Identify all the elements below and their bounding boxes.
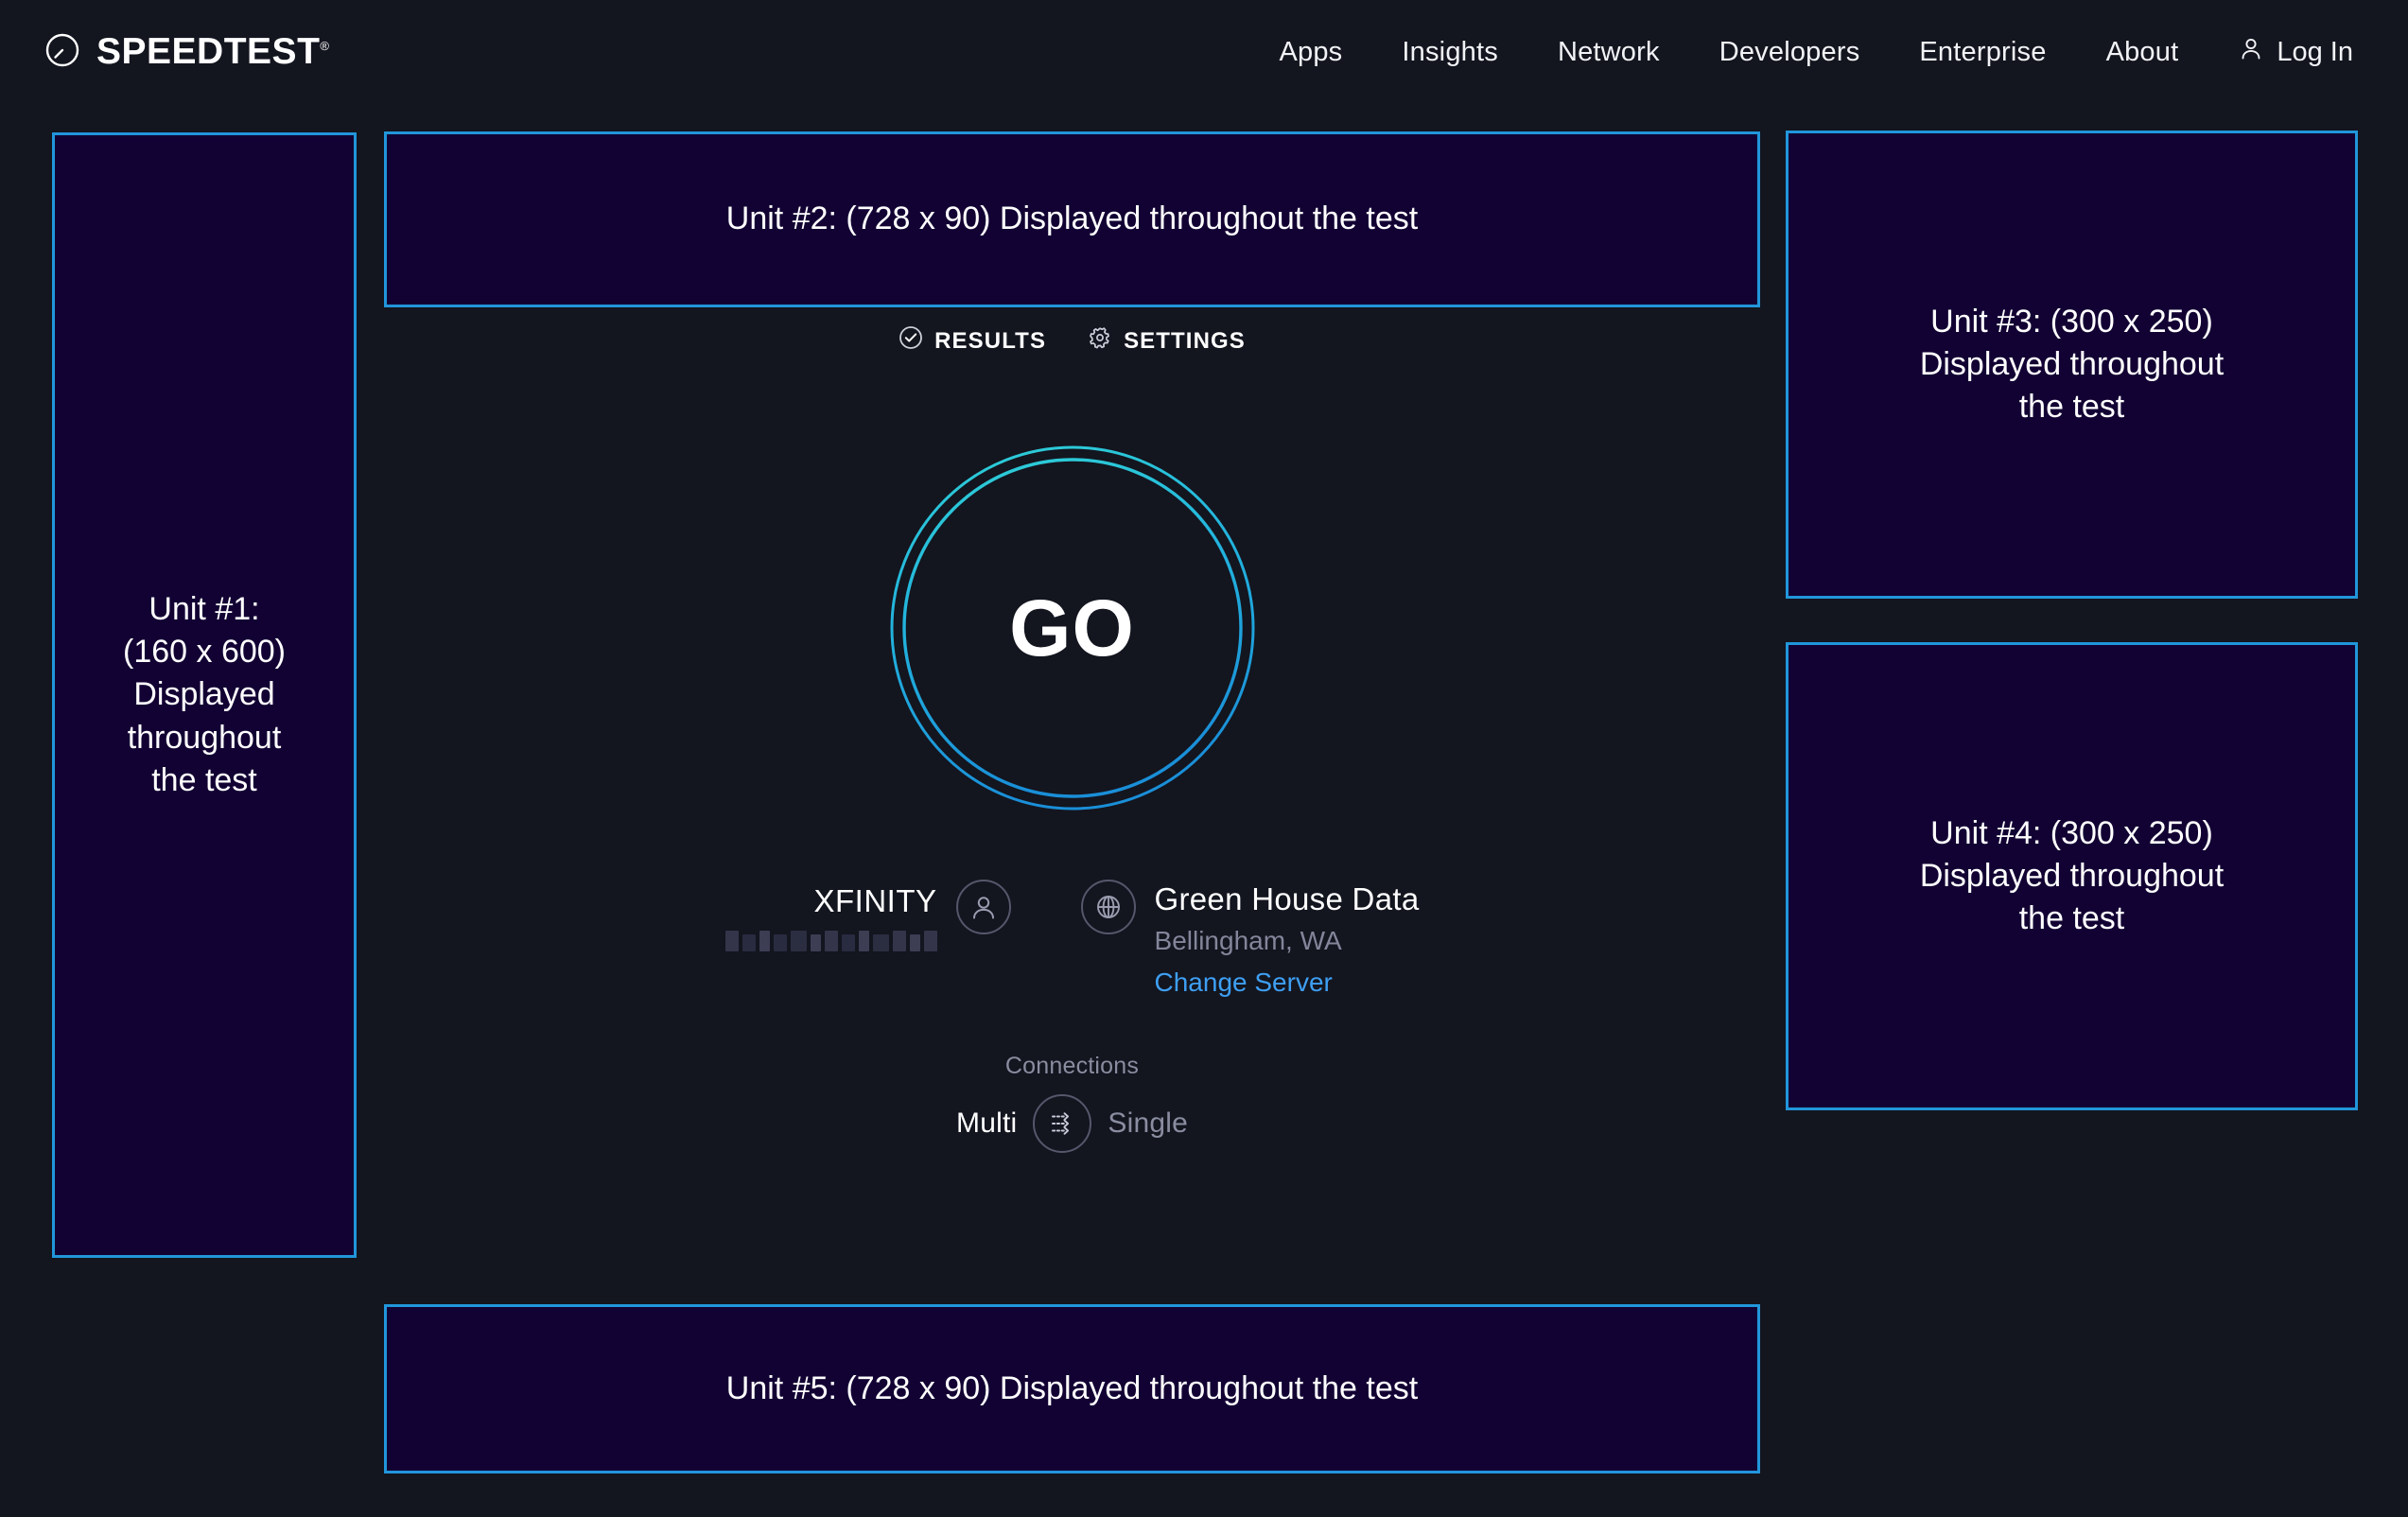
main-navigation: Apps Insights Network Developers Enterpr… — [1279, 35, 2363, 69]
nav-item-about[interactable]: About — [2105, 36, 2179, 67]
results-button[interactable]: RESULTS — [899, 325, 1046, 357]
connections-label: Connections — [1004, 1052, 1140, 1079]
gear-icon — [1088, 325, 1112, 357]
ad-unit-5[interactable]: Unit #5: (728 x 90) Displayed throughout… — [384, 1304, 1760, 1473]
nav-item-apps[interactable]: Apps — [1279, 36, 1343, 67]
ad-unit-3-text: Unit #3: (300 x 250) Displayed throughou… — [1919, 303, 2225, 426]
site-header: SPEEDTEST® Apps Insights Network Develop… — [0, 0, 2408, 104]
brand-name: SPEEDTEST — [96, 31, 321, 72]
connections-single-option[interactable]: Single — [1108, 1107, 1188, 1139]
trademark-symbol: ® — [320, 39, 329, 53]
login-button[interactable]: Log In — [2238, 35, 2353, 69]
settings-button[interactable]: SETTINGS — [1088, 325, 1246, 357]
go-button[interactable]: GO — [889, 445, 1256, 811]
panel-toolbar: RESULTS SETTINGS — [899, 325, 1246, 357]
globe-icon — [1080, 880, 1136, 934]
ip-address-redacted — [724, 930, 937, 951]
speedtest-logo[interactable]: SPEEDTEST® — [44, 31, 329, 74]
nav-item-developers[interactable]: Developers — [1719, 36, 1860, 67]
speedometer-icon — [44, 31, 81, 74]
connection-info-row: XFINITY — [724, 880, 1420, 998]
ad-unit-2-text: Unit #2: (728 x 90) Displayed throughout… — [725, 201, 1419, 237]
server-texts: Green House Data Bellingham, WA Change S… — [1155, 880, 1420, 998]
isp-texts: XFINITY — [724, 880, 937, 951]
go-button-label: GO — [1009, 583, 1135, 672]
ad-unit-3[interactable]: Unit #3: (300 x 250) Displayed throughou… — [1786, 131, 2358, 599]
connections-multi-option[interactable]: Multi — [956, 1107, 1018, 1139]
server-name: Green House Data — [1154, 881, 1420, 916]
check-circle-icon — [899, 325, 923, 357]
ad-unit-5-text: Unit #5: (728 x 90) Displayed throughout… — [725, 1369, 1419, 1406]
settings-label: SETTINGS — [1124, 327, 1246, 354]
go-button-rings — [890, 445, 1254, 811]
isp-name: XFINITY — [813, 883, 937, 918]
ad-unit-1[interactable]: Unit #1: (160 x 600) Displayed throughou… — [52, 132, 357, 1258]
user-icon — [955, 880, 1011, 934]
ad-unit-4[interactable]: Unit #4: (300 x 250) Displayed throughou… — [1786, 642, 2358, 1110]
nav-item-insights[interactable]: Insights — [1402, 36, 1498, 67]
speedtest-panel: RESULTS SETTINGS — [384, 325, 1760, 1153]
connections-toggle: Multi Single — [956, 1093, 1188, 1153]
connections-section: Connections Multi Single — [956, 1053, 1188, 1153]
ad-unit-2[interactable]: Unit #2: (728 x 90) Displayed throughout… — [384, 131, 1760, 307]
change-server-link[interactable]: Change Server — [1154, 967, 1333, 997]
nav-item-enterprise[interactable]: Enterprise — [1919, 36, 2047, 67]
nav-item-network[interactable]: Network — [1557, 36, 1660, 67]
user-icon — [2238, 35, 2264, 69]
ad-unit-4-text: Unit #4: (300 x 250) Displayed throughou… — [1919, 814, 2225, 937]
brand-wordmark: SPEEDTEST® — [96, 31, 329, 73]
multi-arrows-icon[interactable] — [1033, 1093, 1092, 1153]
isp-block[interactable]: XFINITY — [724, 880, 1011, 951]
results-label: RESULTS — [934, 327, 1047, 354]
ad-unit-1-text: Unit #1: (160 x 600) Displayed throughou… — [123, 590, 286, 798]
login-label: Log In — [2277, 36, 2353, 67]
server-block[interactable]: Green House Data Bellingham, WA Change S… — [1080, 880, 1420, 998]
server-location: Bellingham, WA — [1154, 925, 1342, 955]
